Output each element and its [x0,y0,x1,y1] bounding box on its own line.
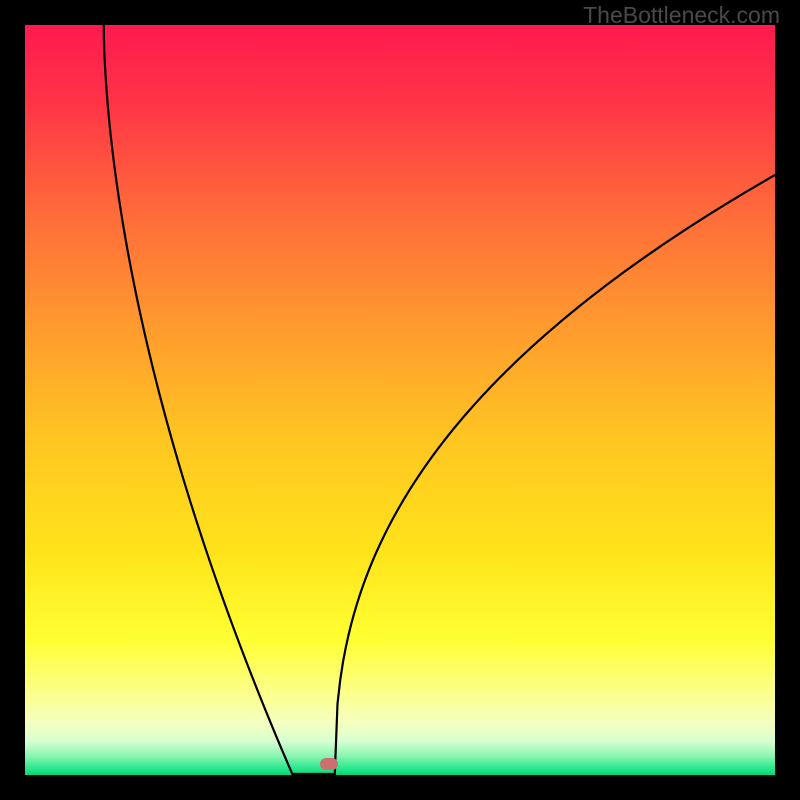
chart-container: TheBottleneck.com [0,0,800,800]
curve-path [104,25,775,775]
plot-area [25,25,775,775]
bottleneck-curve [25,25,775,775]
optimal-marker [320,758,338,770]
watermark-text: TheBottleneck.com [583,2,780,29]
